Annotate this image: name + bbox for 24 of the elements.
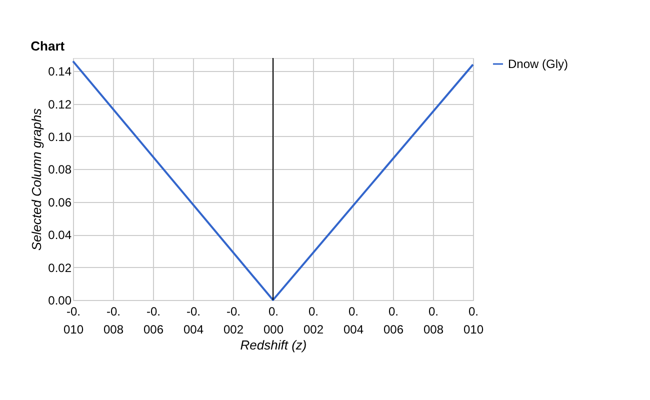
y-tick-label: 0.10 <box>48 130 72 144</box>
legend-label: Dnow (Gly) <box>508 57 568 71</box>
x-tick-label: 0.002 <box>303 304 324 336</box>
x-tick-label: -0.002 <box>223 304 244 336</box>
y-tick-label: 0.14 <box>48 64 72 79</box>
x-axis-title: Redshift (z) <box>240 338 307 352</box>
chart-title: Chart <box>30 38 66 54</box>
x-tick-label: 0.010 <box>463 304 484 336</box>
x-tick-label: 0.008 <box>423 304 444 336</box>
x-tick-label: -0.010 <box>63 304 84 336</box>
y-tick-label: 0.12 <box>48 97 72 112</box>
y-tick-label: 0.08 <box>48 162 72 177</box>
y-tick-label: 0.04 <box>48 228 72 242</box>
line-series <box>72 60 474 301</box>
x-tick-label: 0.004 <box>343 304 364 336</box>
x-tick-label: -0.004 <box>183 304 204 336</box>
y-axis-title: Selected Column graphs <box>29 108 44 251</box>
x-tick-label: -0.008 <box>103 304 124 336</box>
y-tick-label: 0.02 <box>48 260 72 275</box>
x-tick-label: 0.000 <box>263 304 284 336</box>
y-tick-label: 0.06 <box>48 195 72 210</box>
x-tick-label: 0.006 <box>383 304 404 336</box>
y-tick-label: 0.00 <box>48 294 72 308</box>
x-tick-label: -0.006 <box>143 304 164 336</box>
